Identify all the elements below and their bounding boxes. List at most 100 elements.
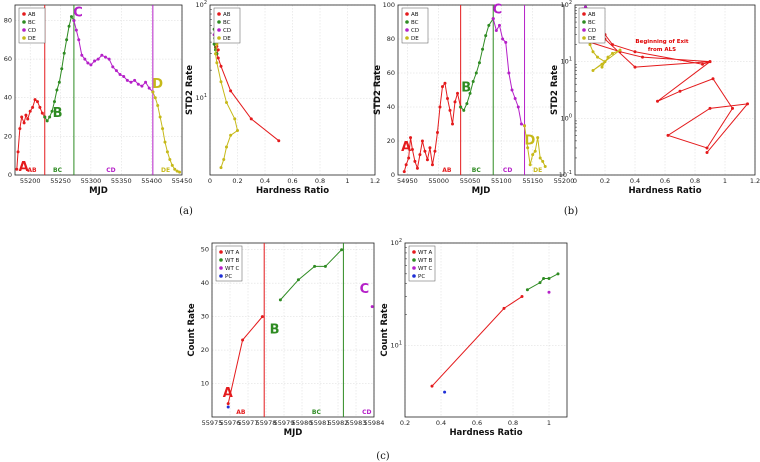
x-tick-label: 55975 [202,419,223,427]
legend-marker [22,12,26,16]
segment-label: BC [312,409,322,416]
data-point-bc [296,278,300,282]
y-axis-label: STD2 Rate [373,65,383,115]
data-point-bc [48,115,52,119]
x-tick-label: 1 [723,177,727,185]
x-tick-label: 1 [547,419,551,427]
data-point-ab [20,115,24,119]
y-tick-label: 100 [383,1,395,9]
axes-frame [404,242,568,418]
data-point-cd [80,53,84,57]
legend-marker [219,258,223,262]
legend-marker [405,36,409,40]
y-axis-label: STD2 Rate [550,65,560,115]
data-point-de [170,163,174,167]
data-point-bc [278,298,282,302]
data-point-ab [241,338,245,342]
legend-marker [412,250,416,254]
annotation-line-2: from ALS [648,47,676,53]
x-tick-label: 55983 [346,419,367,427]
data-point-cd [519,122,523,126]
legend-marker [22,28,26,32]
axes-frame [211,242,375,418]
data-point-cd [491,17,495,21]
data-point-ab [22,121,26,125]
x-tick-label: 0.4 [436,419,446,427]
y-tick-label: 102 [561,0,572,9]
legend-marker [219,274,223,278]
data-point-cd [147,86,151,90]
x-tick-label: 0 [573,177,577,185]
data-point-bc [69,15,73,19]
data-point-ab [423,149,427,153]
data-point-bc [60,67,64,71]
data-point-de [175,169,179,173]
caption-a: (a) [179,206,193,217]
data-point-de [163,140,167,144]
legend-marker [217,12,221,16]
data-point-de [215,61,219,65]
x-tick-label: 55978 [256,419,277,427]
data-point-cd [96,57,100,61]
annotation-line-1: Beginning of Exit [635,39,689,45]
data-point-cd [114,69,118,73]
data-point-cd [74,28,78,32]
series-line-ab [403,81,462,172]
data-point-de [158,115,162,119]
legend-marker [582,28,586,32]
data-point-ab [450,122,454,126]
data-point-pc [226,405,230,409]
panel-c-light-curve: 5597555976559775597855979559805598155982… [187,242,384,438]
series-line-ab [214,45,280,142]
data-point-bc [542,277,546,281]
data-point-de [156,103,160,107]
legend-entry: WT C [418,266,433,272]
data-point-de [528,163,532,167]
data-point-bc [484,34,488,38]
y-tick-label: 80 [4,16,12,24]
data-point-ab [430,384,434,388]
legend-entry: PC [225,274,232,280]
data-point-ab [708,106,712,110]
legend-marker [412,266,416,270]
data-point-bc [459,105,463,109]
data-point-de [603,60,607,64]
data-point-cd [86,61,90,65]
legend-entry: CD [223,28,231,34]
data-point-bc [45,119,49,123]
x-tick-label: 0 [208,177,212,185]
data-point-de [236,129,239,133]
legend-marker [22,20,26,24]
data-point-ab [404,163,408,167]
data-point-ab [711,77,715,81]
data-point-cd [504,40,508,44]
data-point-ab [456,91,460,95]
x-tick-label: 0.4 [260,177,270,185]
data-point-ab [520,295,524,299]
x-tick-label: 55200 [20,177,41,185]
data-point-ab [402,170,406,174]
panel-b-hardness-intensity: 0 0.2 0.4 0.6 0.8 1 1.2 10-1 100 101 102 Hardness R… [550,0,760,196]
x-tick-label: 0.4 [630,177,640,185]
x-tick-label: 55200 [554,177,575,185]
legend-marker [412,274,416,278]
exit-annotation: Beginning of Exit from ALS [635,39,689,53]
data-point-cd [547,290,551,294]
legend-entry: CD [411,28,419,34]
series-line-cd [73,20,154,93]
segment-label: AB [236,409,246,416]
data-point-ab [425,158,429,162]
data-point-ab [31,105,35,109]
y-tick-label: 101 [561,57,572,66]
data-point-ab [28,109,32,113]
data-point-ab [226,402,230,406]
phase-letter: A [401,140,411,155]
series-line-de [214,39,239,168]
legend-marker [582,20,586,24]
data-point-ab [731,106,734,110]
data-point-cd [507,71,511,75]
data-point-ab [641,55,644,59]
data-point-ab [38,105,42,109]
data-point-bc [547,277,551,281]
legend-marker [22,36,26,40]
